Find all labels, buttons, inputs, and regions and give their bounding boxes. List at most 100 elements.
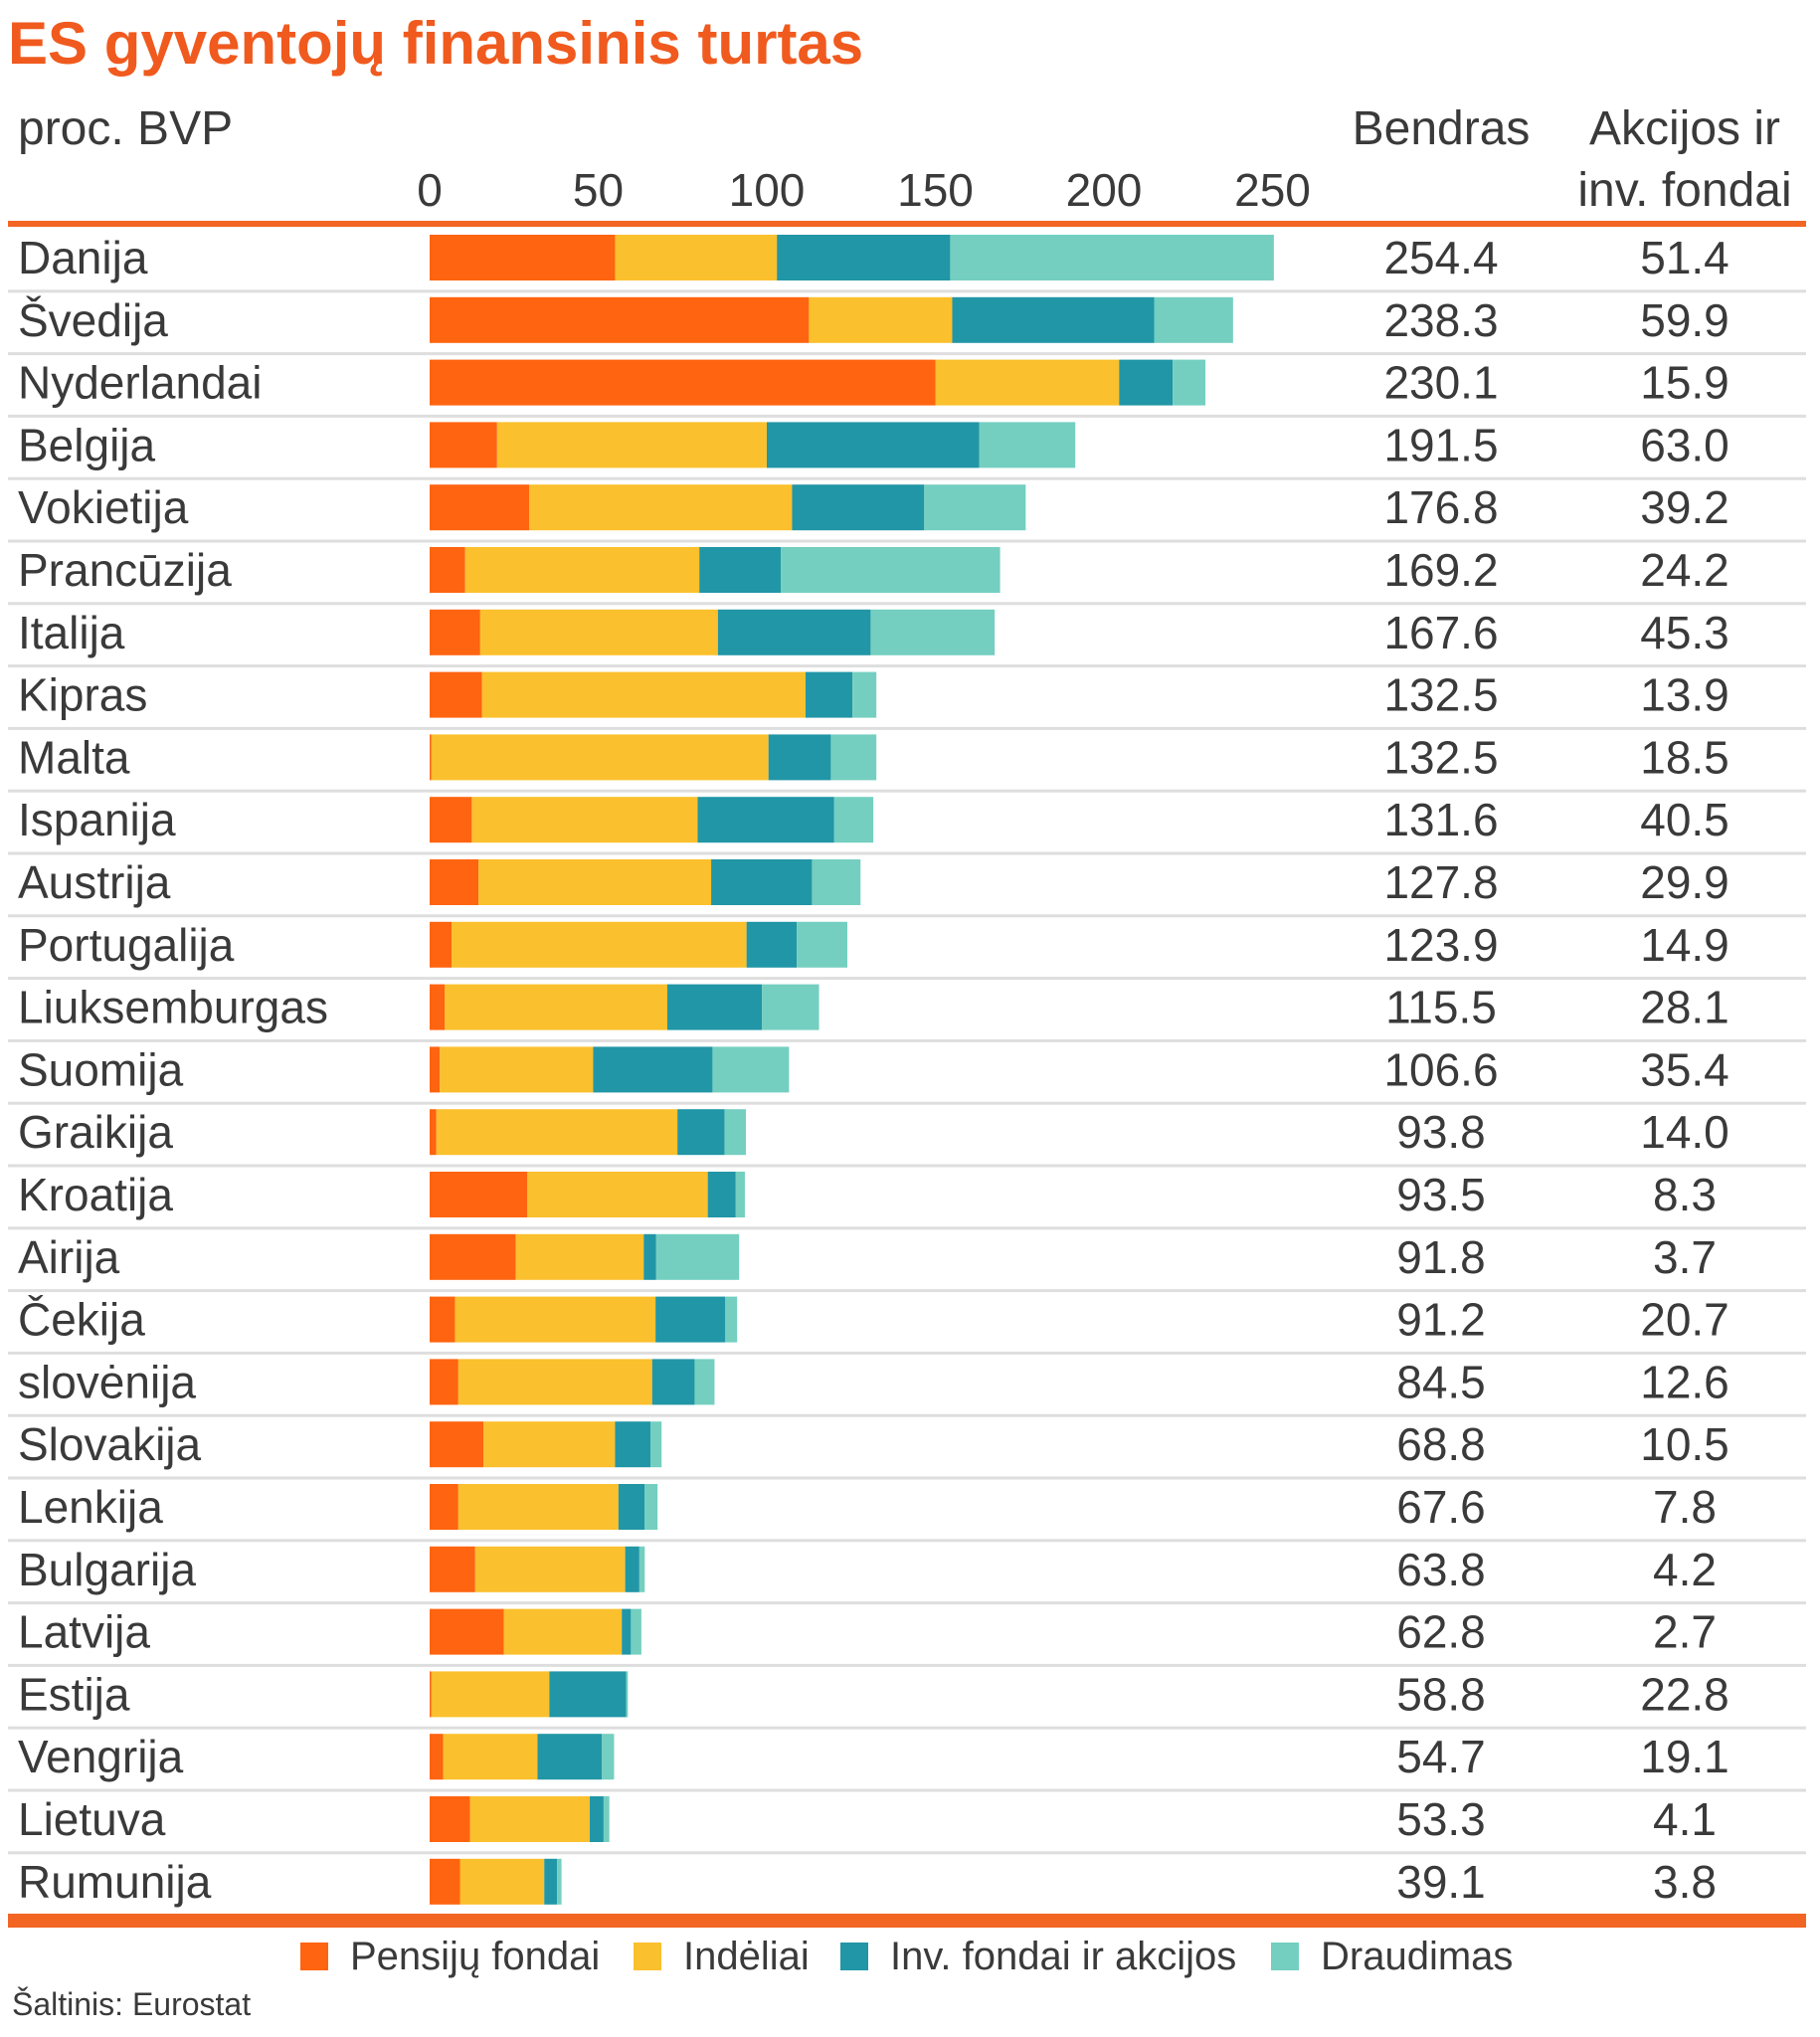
table-row: Liuksemburgas 115.5 28.1 <box>18 982 1729 1033</box>
shares-funds-value: 14.9 <box>1640 919 1729 971</box>
country-label: Kroatija <box>18 1169 173 1220</box>
x-tick-label: 250 <box>1234 164 1311 216</box>
bar-segment-deposits <box>481 671 806 718</box>
bar-segment-pension <box>430 1172 528 1217</box>
table-row: Kipras 132.5 13.9 <box>18 669 1729 721</box>
total-value: 132.5 <box>1383 669 1498 721</box>
country-label: Ispanija <box>18 794 176 845</box>
bar-segment-pension <box>430 1109 437 1156</box>
row-separator <box>8 1289 1806 1293</box>
bar-segment-funds <box>593 1046 713 1093</box>
bar-segment-pension <box>430 1421 484 1468</box>
row-separator <box>8 352 1806 356</box>
bar-segment-insurance <box>650 1421 662 1468</box>
x-tick-label: 50 <box>573 164 624 216</box>
table-row: Suomija 106.6 35.4 <box>18 1043 1729 1095</box>
bar-segment-insurance <box>833 797 874 843</box>
bar-segment-pension <box>430 734 432 781</box>
bar-segment-deposits <box>431 734 769 781</box>
bar-segment-deposits <box>809 296 953 343</box>
shares-funds-value: 51.4 <box>1640 232 1729 283</box>
shares-funds-value: 3.8 <box>1653 1856 1717 1908</box>
table-row: Estija 58.8 22.8 <box>18 1668 1729 1720</box>
shares-funds-value: 2.7 <box>1653 1606 1717 1658</box>
row-separator <box>8 664 1806 668</box>
x-tick-label: 200 <box>1066 164 1143 216</box>
bar-segment-deposits <box>471 797 698 843</box>
bar-segment-pension <box>430 984 446 1030</box>
bar-segment-pension <box>430 359 936 406</box>
bar-segment-insurance <box>557 1858 562 1905</box>
bar-segment-deposits <box>503 1608 623 1655</box>
row-separator <box>8 539 1806 543</box>
x-axis-ticks: 0 50 100 150 200 250 <box>417 164 1311 216</box>
row-separator <box>8 1038 1806 1042</box>
bar-segment-pension <box>430 296 810 343</box>
bar-segment-deposits <box>457 1359 652 1405</box>
bar-segment-funds <box>711 859 813 905</box>
x-tick-label: 150 <box>897 164 974 216</box>
bar-segment-funds <box>625 1546 639 1592</box>
bar-segment-funds <box>952 296 1155 343</box>
legend: Pensijų fondai Indėliai Inv. fondai ir akc… <box>300 1935 1513 1978</box>
table-row: Lietuva 53.3 4.1 <box>18 1793 1717 1845</box>
shares-funds-value: 28.1 <box>1640 982 1729 1033</box>
total-value: 54.7 <box>1396 1731 1486 1782</box>
shares-funds-value: 40.5 <box>1640 794 1729 845</box>
shares-funds-value: 7.8 <box>1653 1481 1717 1533</box>
table-row: Kroatija 93.5 8.3 <box>18 1169 1717 1220</box>
bar-segment-deposits <box>479 609 718 655</box>
bar-segment-deposits <box>529 484 793 531</box>
bar-segment-funds <box>767 422 980 468</box>
bar-segment-pension <box>430 1359 458 1405</box>
total-value: 131.6 <box>1383 794 1498 845</box>
country-label: Bulgarija <box>18 1544 196 1595</box>
total-value: 53.3 <box>1396 1793 1486 1845</box>
bar-segment-funds <box>746 921 798 968</box>
total-value: 230.1 <box>1383 357 1498 409</box>
legend-label: Indėliai <box>683 1935 810 1978</box>
total-value: 115.5 <box>1385 982 1497 1033</box>
row-separator <box>8 1726 1806 1730</box>
table-row: Austrija 127.8 29.9 <box>18 856 1729 908</box>
table-row: Portugalija 123.9 14.9 <box>18 919 1729 971</box>
bar-segment-deposits <box>455 1296 656 1343</box>
country-label: Austrija <box>18 856 171 908</box>
country-label: Belgija <box>18 419 156 470</box>
table-row: Ispanija 131.6 40.5 <box>18 794 1729 845</box>
country-label: Vokietija <box>18 481 189 533</box>
shares-funds-value: 35.4 <box>1640 1043 1729 1095</box>
shares-funds-value: 8.3 <box>1653 1169 1717 1220</box>
table-row: Malta 132.5 18.5 <box>18 731 1729 783</box>
bar-segment-deposits <box>452 921 747 968</box>
row-separator <box>8 789 1806 793</box>
bar-segment-funds <box>717 609 871 655</box>
bar-segment-pension <box>430 797 472 843</box>
row-separator <box>8 414 1806 418</box>
table-row: Italija 167.6 45.3 <box>18 607 1729 658</box>
column-header-total: Bendras <box>1353 102 1531 155</box>
row-separator <box>8 1164 1806 1168</box>
shares-funds-value: 39.2 <box>1640 481 1729 533</box>
country-label: Portugalija <box>18 919 235 971</box>
legend-item-pension: Pensijų fondai <box>300 1935 600 1978</box>
table-row: Nyderlandai 230.1 15.9 <box>18 357 1729 409</box>
bar-segment-insurance <box>979 422 1076 468</box>
country-label: Suomija <box>18 1043 184 1095</box>
row-separators <box>8 289 1806 1855</box>
total-value: 68.8 <box>1396 1418 1486 1470</box>
footer-rule <box>8 1914 1806 1928</box>
table-row: Slovakija 68.8 10.5 <box>18 1418 1729 1470</box>
country-label: Latvija <box>18 1606 150 1658</box>
data-rows: Danija 254.4 51.4 Švedija 238.3 59.9 Nyderland… <box>18 232 1729 1908</box>
bar-segment-pension <box>430 609 480 655</box>
table-row: Belgija 191.5 63.0 <box>18 419 1729 470</box>
table-row: Švedija 238.3 59.9 <box>18 294 1729 346</box>
total-value: 191.5 <box>1383 419 1498 470</box>
bar-segment-funds <box>544 1858 558 1905</box>
country-label: Estija <box>18 1668 130 1720</box>
row-separator <box>8 726 1806 730</box>
bar-segment-deposits <box>459 1858 545 1905</box>
shares-funds-value: 20.7 <box>1640 1294 1729 1346</box>
